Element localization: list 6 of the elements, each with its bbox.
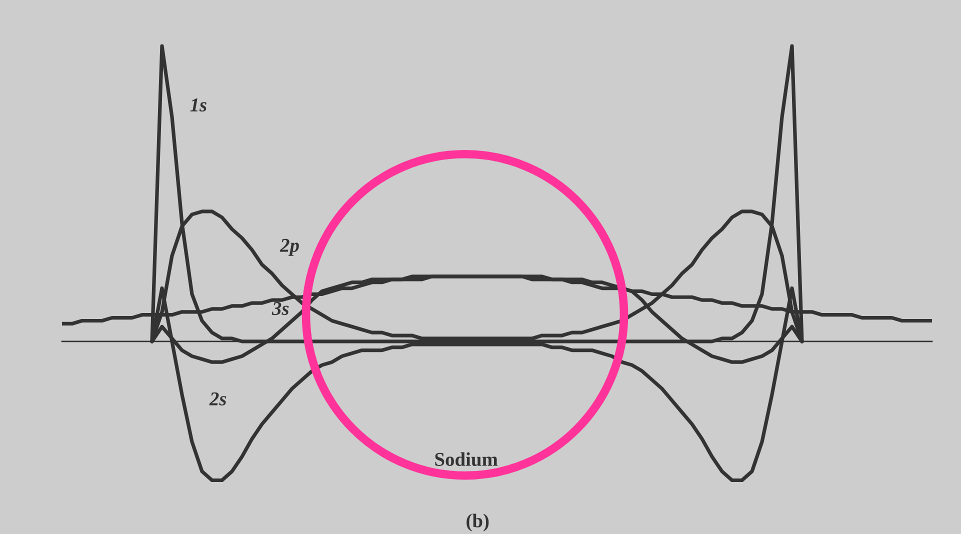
series-label: 3s: [272, 302, 289, 316]
series-label: 1s: [190, 98, 206, 112]
series-label: 2p: [280, 238, 299, 256]
text: (b): [466, 514, 489, 532]
annotation: Sodium: [435, 452, 498, 466]
series-label: 2s: [209, 392, 226, 406]
